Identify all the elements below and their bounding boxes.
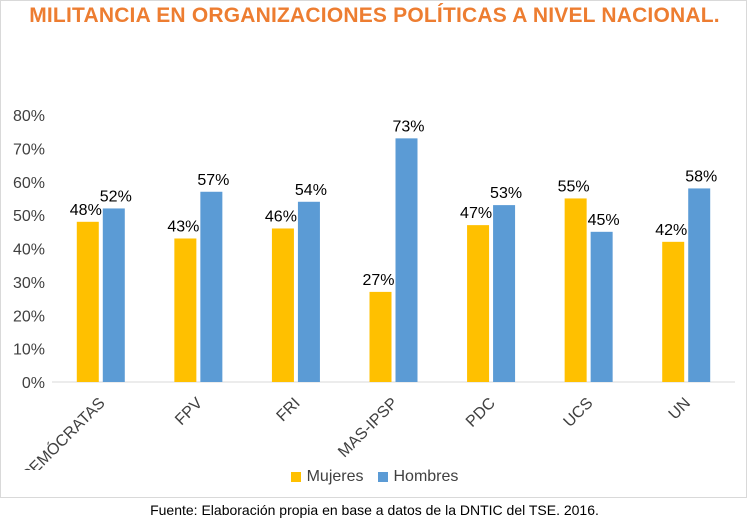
legend-label-mujeres: Mujeres [306, 468, 364, 485]
data-label-mujeres: 43% [167, 218, 199, 235]
bar-hombres [688, 188, 711, 382]
data-label-mujeres: 42% [655, 222, 687, 239]
x-tick-label: FRI [274, 395, 304, 425]
y-tick-label: 60% [13, 175, 45, 192]
data-label-hombres: 53% [490, 185, 522, 202]
bar-hombres [102, 208, 125, 382]
data-label-hombres: 57% [197, 172, 229, 189]
legend-swatch-hombres [377, 472, 388, 482]
bar-mujeres [564, 198, 587, 382]
bar-hombres [590, 231, 613, 382]
legend-swatch-mujeres [290, 472, 301, 482]
bar-mujeres [174, 238, 197, 382]
data-label-mujeres: 55% [558, 178, 590, 195]
data-label-mujeres: 27% [362, 272, 394, 289]
bar-mujeres [467, 225, 490, 382]
bar-mujeres [662, 241, 685, 382]
bar-chart: 0% 10% 20% 30% 40% 50% 60% 70% 80% 48%52% DEMÓCRAT… [13, 108, 735, 470]
y-tick-label: 50% [13, 208, 45, 225]
bar-mujeres [369, 291, 392, 382]
y-tick-label: 40% [13, 242, 45, 259]
data-label-hombres: 54% [295, 182, 327, 199]
bar-hombres [493, 205, 516, 382]
legend: Mujeres Hombres [0, 468, 749, 486]
bar-hombres [297, 201, 320, 382]
x-tick-label: UN [666, 395, 694, 423]
x-tick-label: PDC [463, 395, 499, 431]
y-tick-label: 0% [22, 375, 45, 392]
data-label-mujeres: 48% [70, 202, 102, 219]
data-label-hombres: 58% [685, 168, 717, 185]
data-label-hombres: 73% [392, 118, 424, 135]
x-tick-label: FPV [172, 395, 206, 429]
data-label-hombres: 52% [100, 188, 132, 205]
bar-hombres [200, 191, 223, 382]
x-tick-label: UCS [561, 395, 597, 431]
bar-hombres [395, 138, 418, 382]
bar-mujeres [271, 228, 294, 382]
data-label-mujeres: 47% [460, 205, 492, 222]
source-note: Fuente: Elaboración propia en base a dat… [150, 502, 599, 518]
y-tick-label: 20% [13, 308, 45, 325]
bar-mujeres [76, 221, 99, 382]
y-tick-label: 70% [13, 141, 45, 158]
x-tick-label: DEMÓCRATAS [17, 393, 109, 470]
legend-item-mujeres: Mujeres [290, 468, 364, 486]
legend-item-hombres: Hombres [377, 468, 459, 486]
chart-title: MILITANCIA EN ORGANIZACIONES POLÍTICAS A… [29, 4, 720, 27]
legend-label-hombres: Hombres [393, 468, 459, 485]
data-label-mujeres: 46% [265, 208, 297, 225]
y-tick-label: 30% [13, 275, 45, 292]
data-label-hombres: 45% [588, 212, 620, 229]
y-tick-label: 80% [13, 108, 45, 125]
x-tick-label: MAS-IPSP [335, 395, 401, 461]
y-tick-label: 10% [13, 342, 45, 359]
